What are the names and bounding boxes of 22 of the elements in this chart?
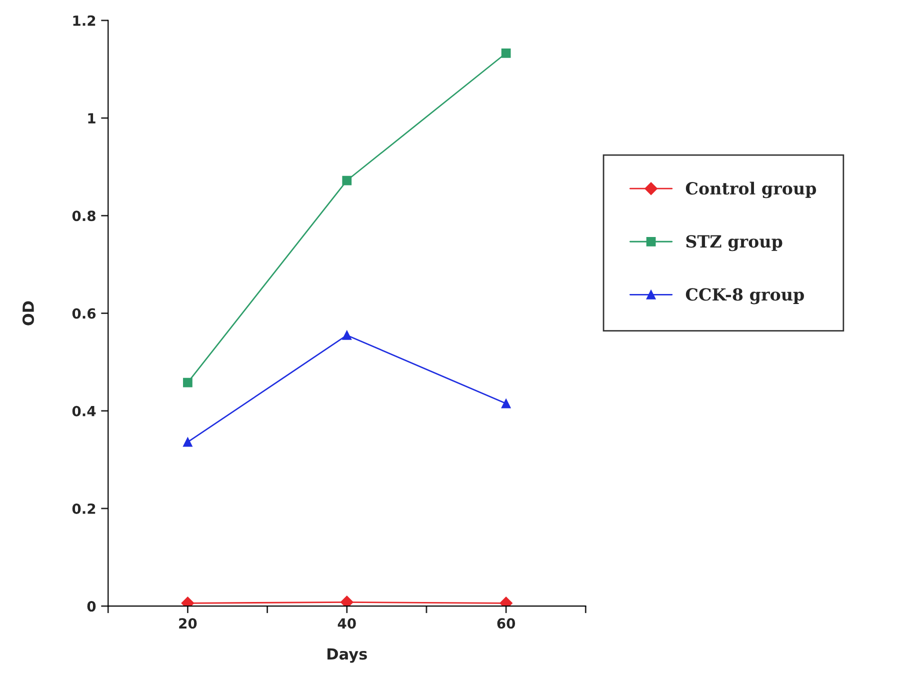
point <box>340 596 354 606</box>
x-tick-label: 60 <box>497 618 516 629</box>
legend-label: CCK-8 group <box>686 288 804 304</box>
y-tick-label: 0.4 <box>72 406 96 416</box>
point <box>342 330 352 340</box>
y-tick-label: 0.2 <box>72 503 96 514</box>
y-tick-label: 0.8 <box>72 210 96 222</box>
x-axis-title: Days <box>328 648 367 663</box>
point <box>183 437 192 447</box>
y-tick-label: 0.6 <box>72 308 96 319</box>
legend-label: STZ group <box>686 235 782 252</box>
point <box>501 398 511 408</box>
x-tick-label: 20 <box>179 618 197 629</box>
point <box>501 48 511 58</box>
y-tick-label: 1 <box>88 113 96 124</box>
point <box>183 378 192 388</box>
y-tick-label: 0 <box>87 601 96 612</box>
y-tick-label: 1.2 <box>73 15 96 26</box>
y-axis-title: OD <box>22 301 34 326</box>
x-tick-label: 40 <box>338 618 356 629</box>
legend-label: Control group <box>686 182 816 198</box>
point <box>342 176 352 186</box>
